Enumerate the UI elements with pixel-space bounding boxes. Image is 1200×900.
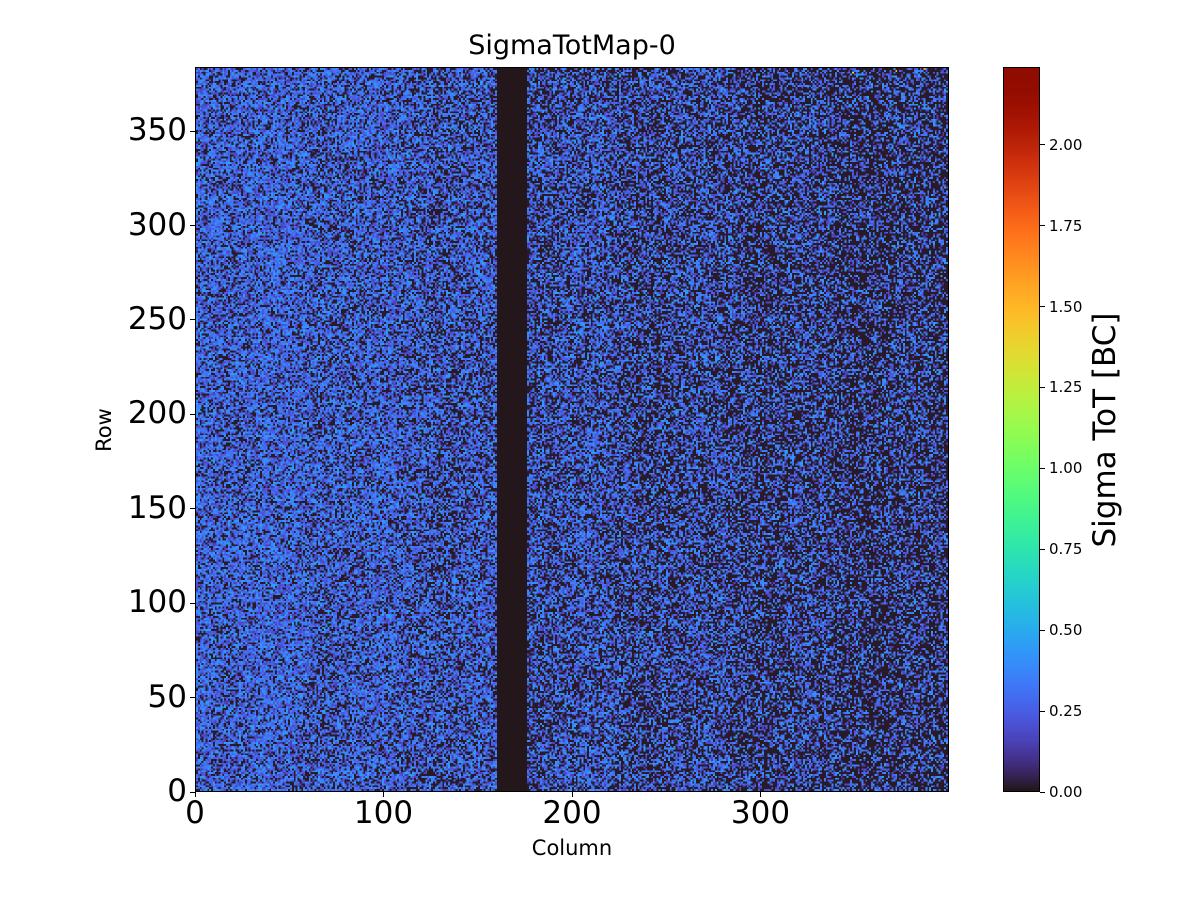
x-axis-label: Column bbox=[531, 836, 613, 860]
y-tick-mark bbox=[190, 225, 195, 227]
colorbar-tick-label: 1.75 bbox=[1049, 216, 1083, 235]
y-axis-label: Row bbox=[92, 408, 116, 452]
colorbar-tick-mark bbox=[1040, 306, 1045, 307]
colorbar-tick-mark bbox=[1040, 225, 1045, 227]
y-tick-label: 100 bbox=[127, 584, 187, 621]
colorbar-tick-mark bbox=[1040, 791, 1045, 793]
y-tick-label: 50 bbox=[147, 678, 187, 715]
y-tick-label: 350 bbox=[127, 112, 187, 149]
colorbar-tick-label: 2.00 bbox=[1049, 135, 1083, 154]
y-tick-label: 0 bbox=[167, 773, 187, 809]
colorbar-tick-label: 0.75 bbox=[1049, 540, 1083, 559]
colorbar-tick-mark bbox=[1040, 548, 1045, 550]
y-tick-mark bbox=[190, 130, 195, 132]
y-tick-mark bbox=[190, 602, 195, 604]
x-tick-mark bbox=[194, 792, 196, 797]
y-tick-label: 300 bbox=[127, 206, 187, 243]
y-tick-mark bbox=[190, 791, 195, 793]
colorbar-gradient bbox=[1004, 68, 1039, 791]
chart-title: SigmaTotMap-0 bbox=[468, 30, 676, 61]
x-tick-mark bbox=[760, 792, 761, 797]
colorbar-frame bbox=[1003, 67, 1040, 792]
y-tick-label: 150 bbox=[127, 489, 187, 526]
colorbar-tick-label: 0.50 bbox=[1049, 621, 1083, 640]
y-tick-mark bbox=[190, 697, 195, 699]
y-tick-label: 250 bbox=[127, 300, 187, 337]
colorbar-tick-label: 1.25 bbox=[1049, 378, 1083, 397]
colorbar-tick-mark bbox=[1040, 467, 1045, 469]
x-tick-mark bbox=[571, 792, 573, 797]
colorbar-tick-label: 0.25 bbox=[1049, 702, 1083, 721]
x-tick-label: 200 bbox=[542, 795, 602, 831]
x-tick-label: 0 bbox=[185, 795, 205, 831]
colorbar-tick-label: 1.00 bbox=[1049, 459, 1083, 478]
y-tick-mark bbox=[190, 413, 195, 415]
y-tick-mark bbox=[190, 508, 195, 510]
x-tick-label: 100 bbox=[353, 795, 414, 831]
colorbar-tick-label: 0.00 bbox=[1049, 783, 1083, 801]
colorbar-tick-mark bbox=[1040, 144, 1045, 146]
colorbar-tick-mark bbox=[1040, 629, 1045, 631]
plot-area-frame bbox=[195, 67, 949, 792]
colorbar-tick-mark bbox=[1040, 386, 1045, 388]
colorbar-tick-label: 1.50 bbox=[1049, 297, 1083, 316]
y-tick-label: 200 bbox=[127, 395, 187, 432]
x-tick-label: 300 bbox=[730, 795, 791, 831]
x-tick-mark bbox=[383, 792, 384, 797]
heatmap-image bbox=[196, 68, 948, 791]
colorbar-label: Sigma ToT [BC] bbox=[1087, 312, 1123, 548]
y-tick-mark bbox=[190, 319, 195, 321]
colorbar-tick-mark bbox=[1040, 710, 1045, 712]
